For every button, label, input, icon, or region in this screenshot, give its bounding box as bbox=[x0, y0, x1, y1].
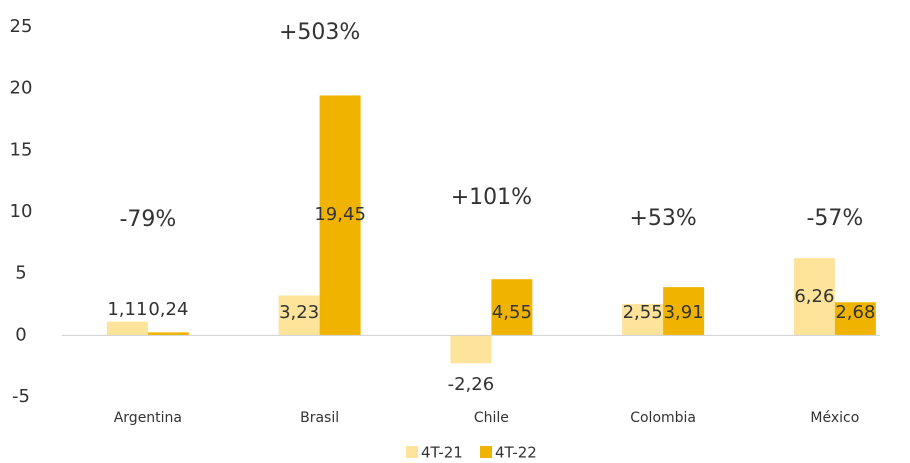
legend-label: 4T-22 bbox=[495, 444, 537, 462]
x-tick-label: Brasil bbox=[300, 410, 339, 426]
bar bbox=[622, 303, 664, 336]
y-tick-label: 10 bbox=[10, 201, 33, 222]
annotation: +53% bbox=[629, 206, 696, 231]
bar bbox=[834, 302, 876, 336]
value-label: 2,68 bbox=[835, 302, 875, 323]
bar bbox=[147, 332, 189, 336]
y-tick-label: 5 bbox=[15, 263, 26, 284]
bar bbox=[663, 287, 705, 336]
bar bbox=[793, 258, 835, 336]
legend-label: 4T-21 bbox=[421, 444, 463, 462]
value-label: 6,26 bbox=[794, 286, 834, 307]
bar bbox=[491, 279, 533, 336]
bar bbox=[106, 321, 148, 336]
value-label: 2,55 bbox=[623, 302, 663, 323]
bar bbox=[278, 295, 320, 336]
annotation: -79% bbox=[119, 207, 176, 232]
y-tick-label: 0 bbox=[15, 324, 26, 345]
y-tick-label: 20 bbox=[10, 78, 33, 99]
value-label: 4,55 bbox=[492, 302, 532, 323]
value-label: 1,11 bbox=[107, 299, 147, 320]
value-label: 19,45 bbox=[314, 204, 366, 225]
bar bbox=[319, 95, 361, 336]
y-tick-label: 25 bbox=[10, 16, 33, 37]
legend-swatch bbox=[406, 446, 418, 458]
x-tick-label: México bbox=[810, 410, 859, 426]
legend-swatch bbox=[480, 446, 492, 458]
annotation: +101% bbox=[451, 185, 532, 210]
y-tick-label: 15 bbox=[10, 139, 33, 160]
value-label: 3,23 bbox=[279, 302, 319, 323]
annotation: +503% bbox=[279, 20, 360, 45]
value-label: 3,91 bbox=[664, 302, 704, 323]
y-tick-label: -5 bbox=[12, 386, 30, 407]
bar bbox=[450, 335, 492, 364]
annotation: -57% bbox=[806, 206, 863, 231]
x-tick-label: Argentina bbox=[114, 410, 182, 426]
x-tick-label: Colombia bbox=[630, 410, 696, 426]
x-tick-label: Chile bbox=[474, 410, 509, 426]
value-label: -2,26 bbox=[448, 374, 495, 395]
value-label: 0,24 bbox=[148, 299, 188, 320]
